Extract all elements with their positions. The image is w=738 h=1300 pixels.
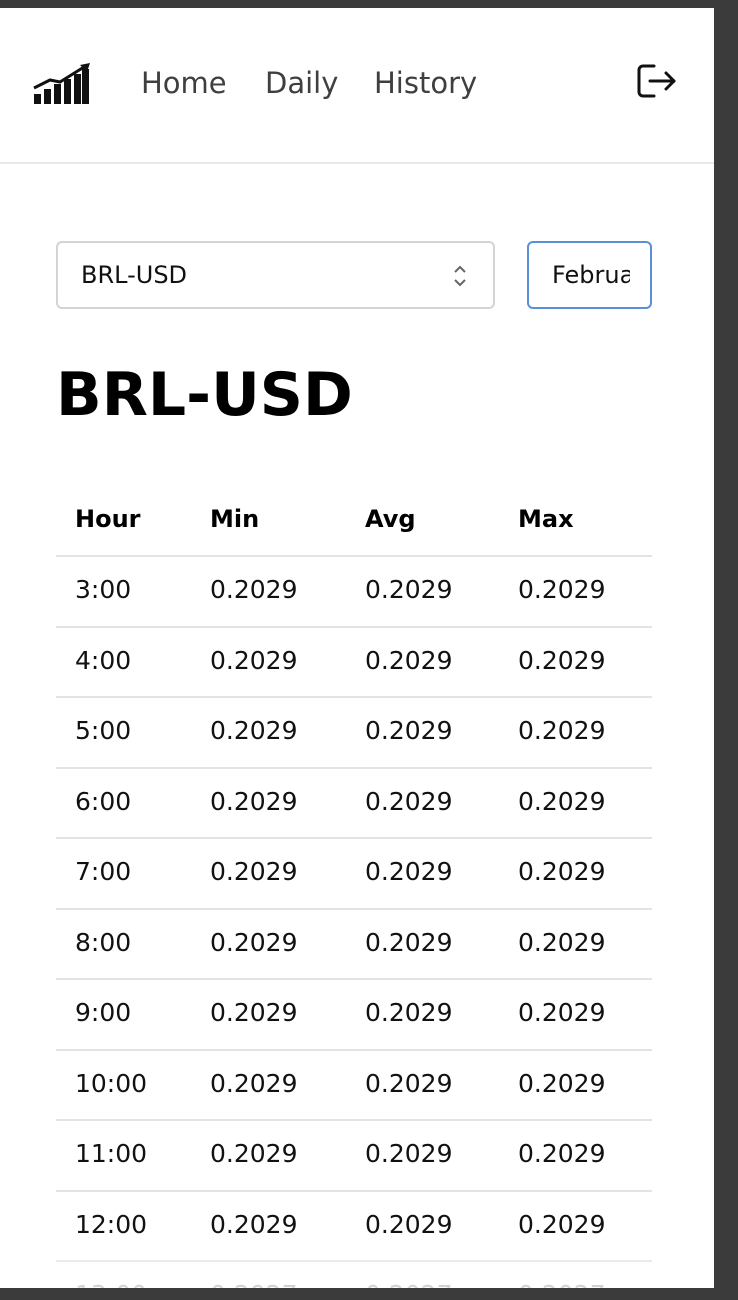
- row-divider: [56, 625, 652, 628]
- logo[interactable]: [32, 62, 92, 106]
- table-cell: 0.2029: [210, 1139, 298, 1168]
- row-divider: [56, 837, 652, 839]
- table-cell: 9:00: [75, 998, 132, 1027]
- table-cell: 0.2029: [518, 857, 606, 886]
- row-divider: [56, 907, 652, 910]
- table-cell: 0.2029: [365, 927, 453, 957]
- table-cell: 7:00: [75, 857, 132, 886]
- table-cell: 0.2029: [210, 857, 298, 886]
- nav-history[interactable]: History: [374, 66, 478, 100]
- pair-value: BRL-USD: [81, 261, 188, 289]
- table-cell: 0.2029: [365, 1068, 453, 1098]
- row-divider: [56, 1119, 652, 1121]
- table-cell: 8:00: [75, 927, 132, 957]
- heading: BRL-USD: [56, 360, 353, 430]
- navbar: Home Daily History: [0, 8, 714, 164]
- table-cell: 0.2029: [518, 1209, 606, 1239]
- table-cell: 3:00: [75, 575, 132, 604]
- row-divider: [56, 978, 652, 980]
- table-cell: 0.2029: [365, 1209, 453, 1239]
- table-header: Hour: [75, 505, 141, 533]
- table-cell: 0.2029: [518, 716, 606, 745]
- table-cell: 12:00: [75, 1209, 148, 1239]
- table-cell: 0.2029: [518, 998, 606, 1027]
- table-cell: 0.2029: [365, 786, 453, 816]
- row-divider: [56, 766, 652, 769]
- table-cell: 0.2029: [210, 786, 298, 816]
- table-cell: 4:00: [75, 645, 132, 675]
- table-cell: 0.2029: [210, 1068, 298, 1098]
- table-cell: 0.2029: [365, 645, 453, 675]
- table-cell: 10:00: [75, 1068, 148, 1098]
- table-cell: 0.2029: [365, 575, 453, 604]
- table-cell: 0.2029: [518, 645, 606, 675]
- table-header: Avg: [365, 505, 416, 533]
- row-divider: [56, 1048, 652, 1051]
- table-cell: 11:00: [75, 1139, 148, 1168]
- table-cell: 0.2029: [518, 1139, 606, 1168]
- nav-daily[interactable]: Daily: [265, 66, 339, 100]
- app: Home Daily History BRL-USD February BRL-…: [0, 8, 714, 1288]
- table-cell: 0.2029: [518, 786, 606, 816]
- row-divider: [56, 1189, 652, 1192]
- row-divider: [56, 696, 652, 698]
- table-cell: 0.2029: [365, 716, 453, 745]
- table-cell: 0.2029: [210, 1209, 298, 1239]
- pair-select[interactable]: BRL-USD: [56, 241, 495, 309]
- table-header: Min: [210, 505, 260, 533]
- select-arrows: [454, 265, 466, 287]
- table-cell: 0.2029: [210, 575, 298, 604]
- table-header: Max: [518, 505, 574, 533]
- table-cell: 0.2029: [365, 1139, 453, 1168]
- table-cell: 0.2029: [210, 927, 298, 957]
- fade: [0, 1248, 714, 1288]
- table-cell: 0.2029: [518, 927, 606, 957]
- table-cell: 0.2029: [518, 1068, 606, 1098]
- table-cell: 0.2029: [210, 716, 298, 745]
- table-cell: 5:00: [75, 716, 132, 745]
- table-cell: 6:00: [75, 786, 132, 816]
- table-cell: 0.2029: [365, 857, 453, 886]
- table-cell: 0.2029: [210, 998, 298, 1027]
- table-cell: 0.2029: [518, 575, 606, 604]
- date-input[interactable]: February: [527, 241, 652, 309]
- table-cell: 0.2029: [210, 645, 298, 675]
- logout-icon[interactable]: [636, 63, 678, 103]
- table-cell: 0.2029: [365, 998, 453, 1027]
- date-value: February: [552, 261, 630, 289]
- nav-home[interactable]: Home: [141, 66, 227, 100]
- row-divider: [56, 555, 652, 557]
